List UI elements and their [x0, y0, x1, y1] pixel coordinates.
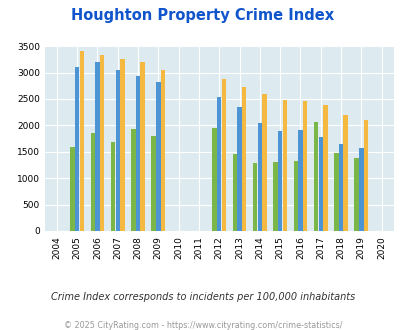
- Bar: [262, 94, 266, 231]
- Bar: [221, 80, 226, 231]
- Bar: [135, 76, 140, 231]
- Text: Crime Index corresponds to incidents per 100,000 inhabitants: Crime Index corresponds to incidents per…: [51, 292, 354, 302]
- Text: Houghton Property Crime Index: Houghton Property Crime Index: [71, 8, 334, 23]
- Bar: [160, 70, 165, 231]
- Bar: [354, 158, 358, 231]
- Bar: [140, 62, 145, 231]
- Bar: [322, 105, 327, 231]
- Bar: [156, 82, 160, 231]
- Bar: [131, 129, 135, 231]
- Bar: [241, 87, 246, 231]
- Text: © 2025 CityRating.com - https://www.cityrating.com/crime-statistics/: © 2025 CityRating.com - https://www.city…: [64, 321, 341, 330]
- Bar: [100, 55, 104, 231]
- Bar: [313, 122, 318, 231]
- Bar: [237, 107, 241, 231]
- Bar: [216, 97, 221, 231]
- Bar: [111, 142, 115, 231]
- Bar: [252, 163, 257, 231]
- Bar: [293, 161, 297, 231]
- Bar: [333, 153, 338, 231]
- Bar: [302, 101, 307, 231]
- Bar: [282, 100, 286, 231]
- Bar: [232, 154, 237, 231]
- Bar: [115, 70, 120, 231]
- Bar: [120, 59, 124, 231]
- Bar: [273, 162, 277, 231]
- Bar: [212, 128, 216, 231]
- Bar: [298, 130, 302, 231]
- Bar: [277, 131, 282, 231]
- Bar: [79, 51, 84, 231]
- Bar: [70, 147, 75, 231]
- Bar: [75, 67, 79, 231]
- Bar: [95, 62, 100, 231]
- Bar: [358, 148, 363, 231]
- Bar: [90, 133, 95, 231]
- Bar: [343, 115, 347, 231]
- Bar: [151, 136, 156, 231]
- Bar: [318, 137, 322, 231]
- Bar: [338, 145, 343, 231]
- Bar: [257, 123, 262, 231]
- Bar: [363, 119, 367, 231]
